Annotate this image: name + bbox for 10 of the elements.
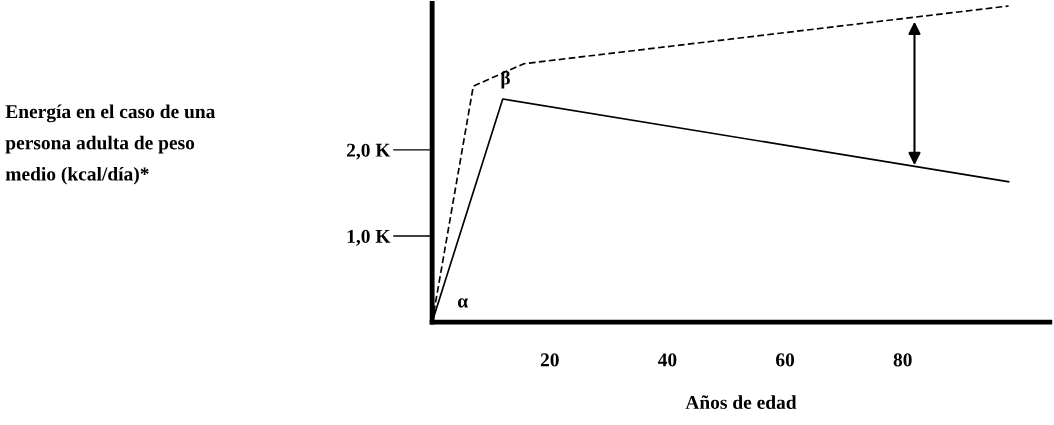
x-tick-label: 20	[540, 353, 559, 367]
annotation: α	[457, 298, 468, 308]
x-axis-title: Años de edad	[685, 395, 797, 410]
text: Energía en el caso de una persona adulta de peso medio (kcal/día)*	[5, 104, 216, 185]
annotation: β	[501, 70, 510, 89]
y-tick-label: 2,0 K	[347, 143, 391, 160]
x-tick-label: 60	[776, 353, 795, 367]
y-tick-label: 1,0 K	[347, 229, 391, 246]
x-tick-label: 40	[657, 353, 677, 367]
x-tick-label: 80	[893, 353, 912, 367]
